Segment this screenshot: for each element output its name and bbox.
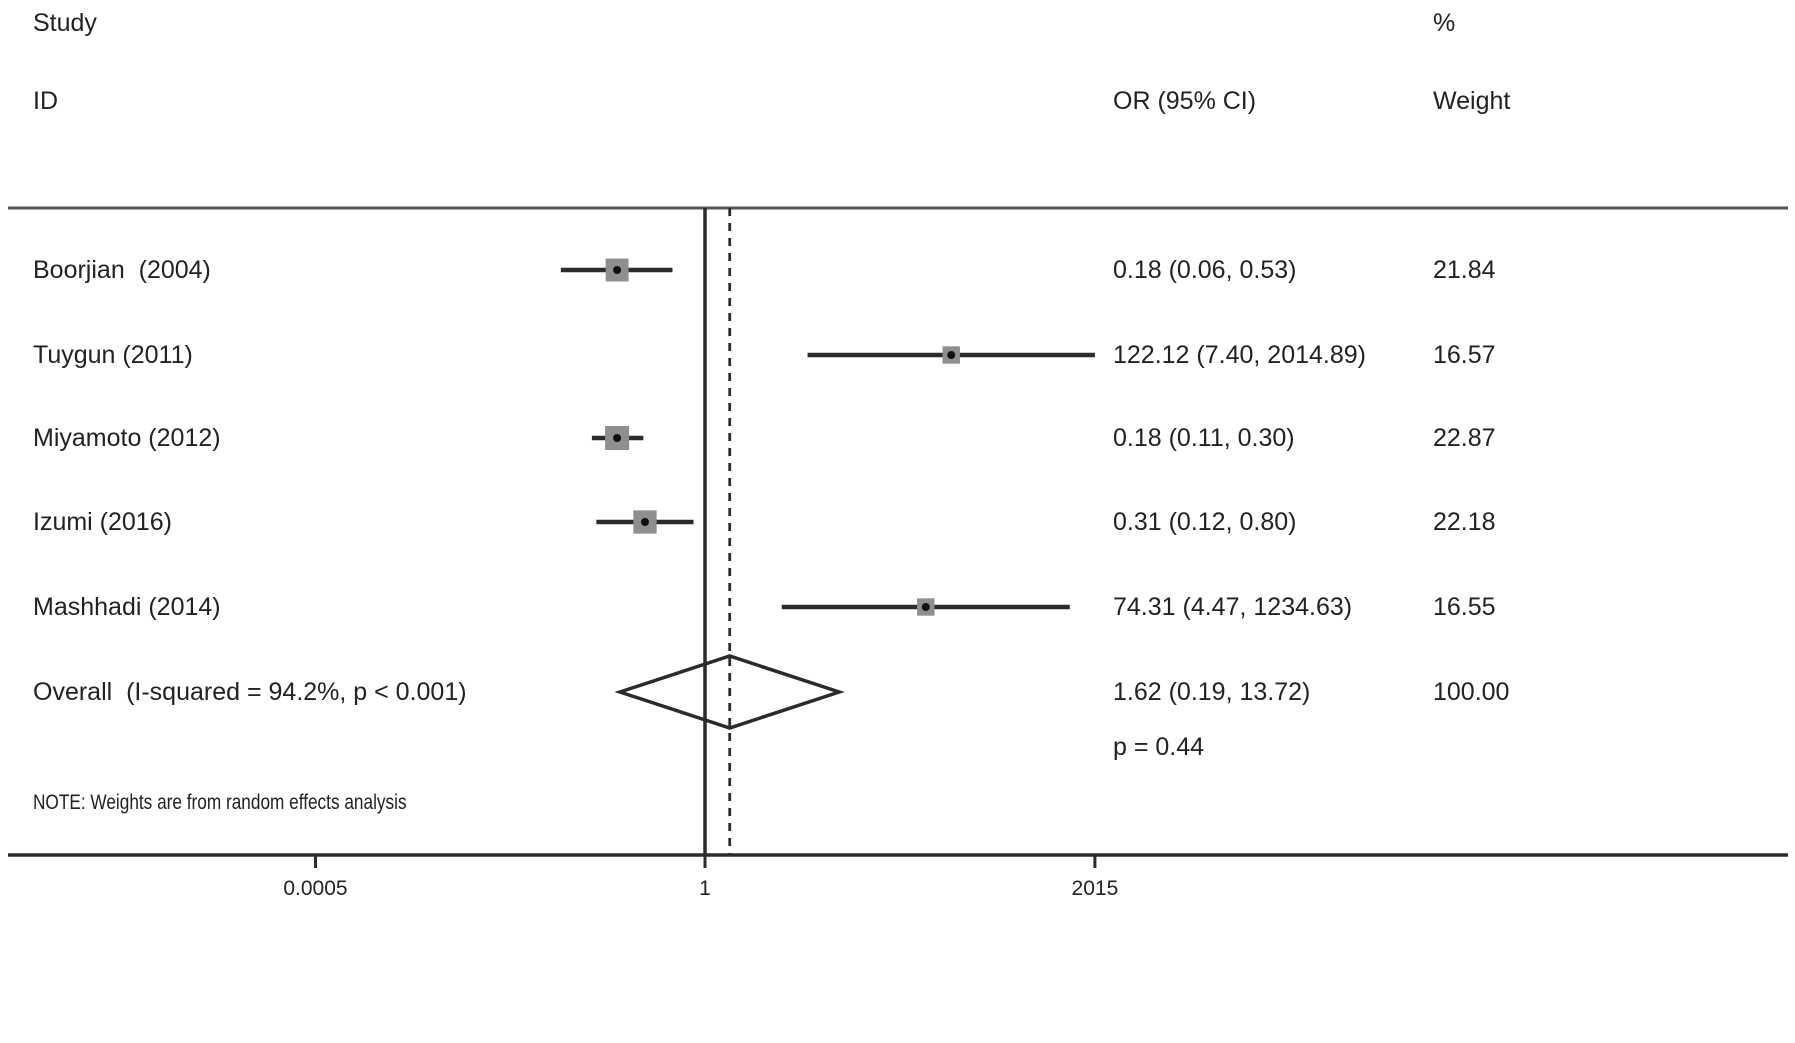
marker-center-dot xyxy=(947,351,956,359)
study-label: Tuygun (2011) xyxy=(33,341,193,369)
study-label: Mashhadi (2014) xyxy=(33,593,221,621)
weight-value: 21.84 xyxy=(1433,256,1496,284)
header-percent: % xyxy=(1433,9,1456,37)
or-value: 0.18 (0.06, 0.53) xyxy=(1113,256,1297,284)
x-tick-label: 0.0005 xyxy=(283,877,347,900)
study-label: Izumi (2016) xyxy=(33,508,172,536)
overall-label: Overall (I-squared = 94.2%, p < 0.001) xyxy=(33,678,467,706)
study-label: Boorjian (2004) xyxy=(33,256,211,284)
weights-note: NOTE: Weights are from random effects an… xyxy=(33,791,407,814)
overall-or: 1.62 (0.19, 13.72) xyxy=(1113,678,1311,706)
or-value: 0.31 (0.12, 0.80) xyxy=(1113,508,1297,536)
or-value: 74.31 (4.47, 1234.63) xyxy=(1113,593,1353,621)
marker-center-dot xyxy=(640,518,649,526)
study-label: Miyamoto (2012) xyxy=(33,424,221,452)
header-study: Study xyxy=(33,9,97,37)
header-weight: Weight xyxy=(1433,87,1511,115)
weight-value: 22.18 xyxy=(1433,508,1496,536)
or-value: 122.12 (7.40, 2014.89) xyxy=(1113,341,1366,369)
marker-center-dot xyxy=(921,603,930,611)
header-or-ci: OR (95% CI) xyxy=(1113,87,1257,115)
header-id: ID xyxy=(33,87,58,115)
x-tick-label: 1 xyxy=(699,877,711,900)
weight-value: 22.87 xyxy=(1433,424,1496,452)
x-tick-label: 2015 xyxy=(1072,877,1119,900)
weight-value: 16.55 xyxy=(1433,593,1496,621)
weight-value: 16.57 xyxy=(1433,341,1496,369)
marker-center-dot xyxy=(613,434,622,442)
overall-diamond xyxy=(614,654,845,730)
or-value: 0.18 (0.11, 0.30) xyxy=(1113,424,1295,452)
overall-weight: 100.00 xyxy=(1433,678,1510,706)
marker-center-dot xyxy=(613,266,622,274)
overall-p-value: p = 0.44 xyxy=(1113,733,1205,761)
